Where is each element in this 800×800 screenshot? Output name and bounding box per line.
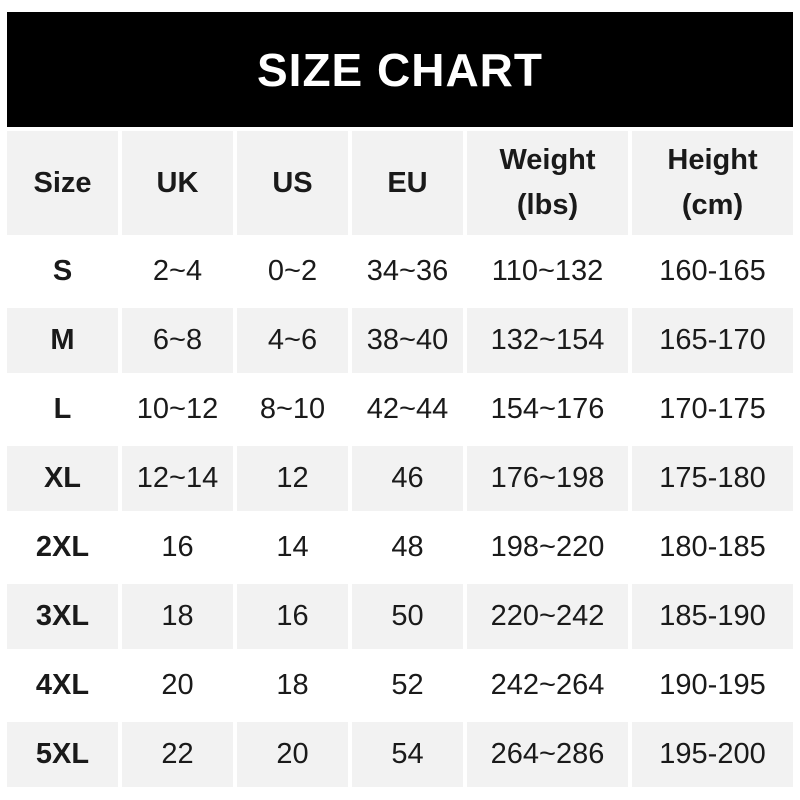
col-header-uk: UK: [122, 131, 233, 235]
cell-height: 180-185: [632, 515, 793, 580]
cell-size: L: [7, 377, 118, 442]
col-header-eu: EU: [352, 131, 463, 235]
cell-weight: 154~176: [467, 377, 628, 442]
cell-uk: 12~14: [122, 446, 233, 511]
col-header-eu-label: EU: [387, 166, 428, 199]
table-row-5xl: 5XL 22 20 54 264~286 195-200: [7, 722, 793, 787]
cell-eu: 34~36: [352, 239, 463, 304]
cell-weight: 220~242: [467, 584, 628, 649]
cell-weight: 110~132: [467, 239, 628, 304]
col-header-us-label: US: [272, 166, 313, 199]
cell-uk: 22: [122, 722, 233, 787]
cell-eu: 46: [352, 446, 463, 511]
cell-eu: 52: [352, 653, 463, 718]
table-row-xl: XL 12~14 12 46 176~198 175-180: [7, 446, 793, 511]
table-row-3xl: 3XL 18 16 50 220~242 185-190: [7, 584, 793, 649]
cell-size: M: [7, 308, 118, 373]
cell-us: 4~6: [237, 308, 348, 373]
col-header-height: Height (cm): [632, 131, 793, 235]
col-header-weight-label: Weight: [499, 144, 596, 177]
cell-weight: 264~286: [467, 722, 628, 787]
col-header-size-label: Size: [33, 166, 92, 199]
cell-uk: 20: [122, 653, 233, 718]
cell-us: 12: [237, 446, 348, 511]
table-row-2xl: 2XL 16 14 48 198~220 180-185: [7, 515, 793, 580]
cell-size: 3XL: [7, 584, 118, 649]
cell-height: 165-170: [632, 308, 793, 373]
cell-weight: 198~220: [467, 515, 628, 580]
cell-size: 5XL: [7, 722, 118, 787]
page-title: SIZE CHART: [257, 43, 543, 96]
cell-eu: 38~40: [352, 308, 463, 373]
cell-height: 160-165: [632, 239, 793, 304]
table-row-4xl: 4XL 20 18 52 242~264 190-195: [7, 653, 793, 718]
col-header-weight-sub: (lbs): [516, 189, 579, 221]
table-row-m: M 6~8 4~6 38~40 132~154 165-170: [7, 308, 793, 373]
cell-weight: 242~264: [467, 653, 628, 718]
cell-eu: 48: [352, 515, 463, 580]
cell-us: 8~10: [237, 377, 348, 442]
cell-weight: 132~154: [467, 308, 628, 373]
col-header-size: Size: [7, 131, 118, 235]
cell-uk: 16: [122, 515, 233, 580]
cell-height: 190-195: [632, 653, 793, 718]
cell-size: S: [7, 239, 118, 304]
cell-uk: 10~12: [122, 377, 233, 442]
header-row: Size UK US EU Weight (lbs): [7, 131, 793, 235]
col-header-height-label: Height: [667, 144, 758, 177]
table-row-l: L 10~12 8~10 42~44 154~176 170-175: [7, 377, 793, 442]
cell-eu: 50: [352, 584, 463, 649]
cell-size: 2XL: [7, 515, 118, 580]
cell-us: 18: [237, 653, 348, 718]
cell-height: 175-180: [632, 446, 793, 511]
cell-weight: 176~198: [467, 446, 628, 511]
cell-height: 185-190: [632, 584, 793, 649]
cell-uk: 2~4: [122, 239, 233, 304]
col-header-height-sub: (cm): [681, 189, 744, 221]
title-banner: SIZE CHART: [7, 12, 793, 127]
cell-us: 16: [237, 584, 348, 649]
cell-eu: 54: [352, 722, 463, 787]
col-header-weight: Weight (lbs): [467, 131, 628, 235]
size-table: Size UK US EU Weight (lbs): [3, 127, 797, 791]
cell-uk: 18: [122, 584, 233, 649]
cell-us: 20: [237, 722, 348, 787]
col-header-us: US: [237, 131, 348, 235]
cell-height: 195-200: [632, 722, 793, 787]
cell-size: XL: [7, 446, 118, 511]
table-row-s: S 2~4 0~2 34~36 110~132 160-165: [7, 239, 793, 304]
cell-uk: 6~8: [122, 308, 233, 373]
cell-us: 14: [237, 515, 348, 580]
cell-eu: 42~44: [352, 377, 463, 442]
cell-height: 170-175: [632, 377, 793, 442]
cell-size: 4XL: [7, 653, 118, 718]
col-header-uk-label: UK: [156, 166, 199, 199]
cell-us: 0~2: [237, 239, 348, 304]
